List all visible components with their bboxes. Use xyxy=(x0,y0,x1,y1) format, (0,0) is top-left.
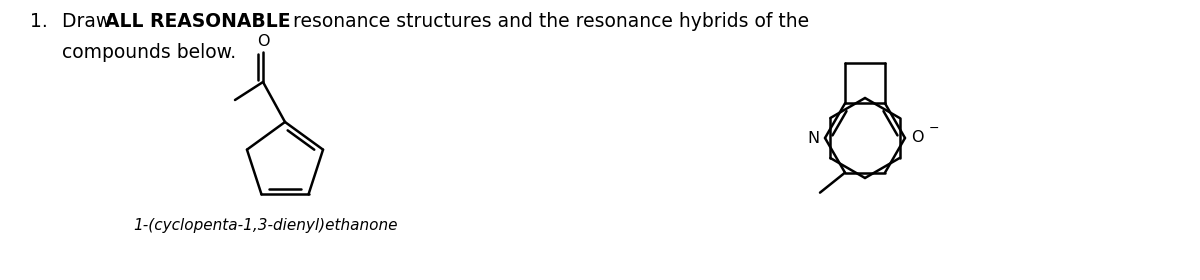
Text: ALL REASONABLE: ALL REASONABLE xyxy=(106,12,290,31)
Text: N: N xyxy=(808,130,820,146)
Text: −: − xyxy=(929,122,940,134)
Text: compounds below.: compounds below. xyxy=(62,43,236,62)
Text: O: O xyxy=(257,34,269,49)
Text: O: O xyxy=(911,130,924,144)
Text: resonance structures and the resonance hybrids of the: resonance structures and the resonance h… xyxy=(287,12,809,31)
Text: 1-(cyclopenta-1,3-dienyl)ethanone: 1-(cyclopenta-1,3-dienyl)ethanone xyxy=(133,218,397,233)
Text: Draw: Draw xyxy=(62,12,118,31)
Text: 1.: 1. xyxy=(30,12,48,31)
